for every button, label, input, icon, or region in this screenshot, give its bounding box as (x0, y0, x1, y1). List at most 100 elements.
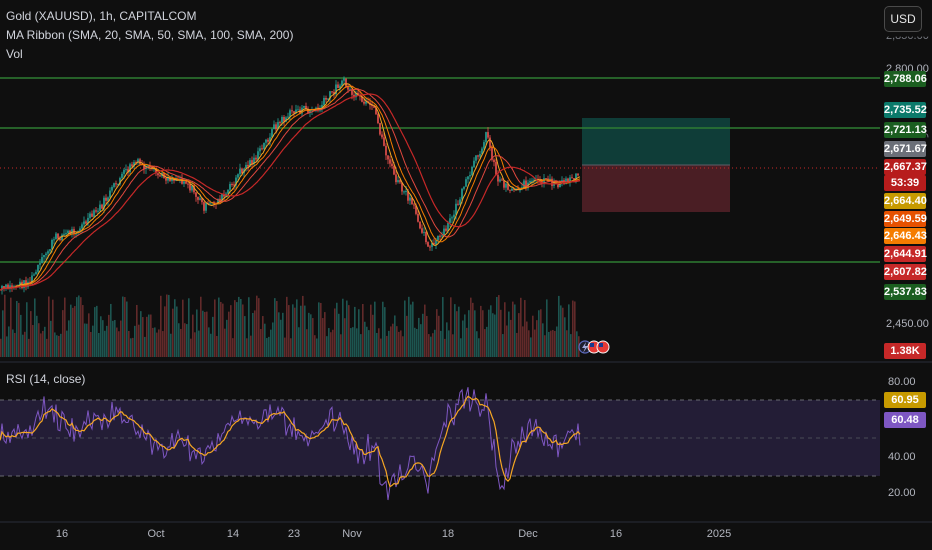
volume-bar (98, 332, 100, 357)
candle-body (475, 155, 477, 161)
candle-body (305, 105, 307, 109)
volume-bar (446, 322, 448, 357)
candle-body (99, 204, 101, 211)
candle-body (189, 184, 191, 191)
volume-bar (218, 297, 220, 357)
volume-bar (530, 337, 532, 357)
volume-bar (518, 313, 520, 357)
volume-bar (430, 336, 432, 357)
candle-body (397, 180, 399, 183)
candle-body (29, 281, 31, 284)
volume-bar (364, 321, 366, 357)
flag-canton (590, 343, 594, 347)
volume-bar (138, 324, 140, 357)
price-tag: 2,788.06 (884, 71, 927, 87)
volume-bar (396, 326, 398, 357)
volume-bar (36, 315, 38, 357)
volume-bar (170, 333, 172, 357)
volume-bar (452, 334, 454, 357)
volume-bar (414, 327, 416, 357)
volume-bar (174, 299, 176, 357)
volume-bar (136, 304, 138, 357)
candle-body (377, 114, 379, 124)
symbol-legend[interactable]: Gold (XAUUSD), 1h, CAPITALCOM (6, 9, 197, 23)
candle-body (323, 98, 325, 105)
volume-bar (300, 305, 302, 357)
volume-bar (94, 307, 96, 357)
time-axis-label: 16 (55, 528, 69, 540)
candle-body (447, 222, 449, 231)
volume-bar (412, 301, 414, 357)
volume-bar (564, 317, 566, 357)
volume-bar (456, 311, 458, 357)
volume-bar (192, 314, 194, 357)
rsi-ma-line (0, 395, 581, 488)
volume-bar (188, 298, 190, 357)
candle-body (97, 210, 99, 212)
candle-body (463, 186, 465, 189)
volume-bar (350, 328, 352, 357)
volume-bar (422, 313, 424, 357)
volume-bar (46, 338, 48, 357)
candle-body (223, 194, 225, 197)
candle-body (19, 281, 21, 286)
candle-body (239, 168, 241, 175)
volume-bar (334, 308, 336, 357)
volume-bar (472, 302, 474, 357)
candle-body (507, 183, 509, 190)
volume-bar (376, 332, 378, 357)
candle-body (191, 185, 193, 191)
event-icons (578, 340, 610, 354)
candle-body (561, 180, 563, 182)
candle-body (373, 106, 375, 108)
candle-body (183, 181, 185, 184)
candle-body (103, 197, 105, 209)
volume-bar (252, 313, 254, 357)
volume-bar (346, 300, 348, 357)
volume-legend[interactable]: Vol (6, 47, 23, 61)
candle-body (135, 162, 137, 164)
candle-body (101, 204, 103, 209)
candle-body (471, 166, 473, 175)
volume-bar (516, 332, 518, 357)
price-tag: 1.38K (884, 343, 926, 359)
volume-bar (118, 331, 120, 357)
volume-bar (164, 306, 166, 357)
volume-bar (210, 333, 212, 357)
volume-bar (296, 299, 298, 357)
rsi-legend[interactable]: RSI (14, close) (6, 372, 86, 386)
ma-ribbon-legend[interactable]: MA Ribbon (SMA, 20, SMA, 50, SMA, 100, S… (6, 28, 294, 42)
rsi-tag: 60.95 (884, 392, 926, 408)
candle-body (199, 198, 201, 200)
volume-bar (108, 314, 110, 357)
volume-bar (342, 298, 344, 357)
candle-body (7, 284, 9, 289)
volume-bar (106, 325, 108, 357)
candle-body (385, 145, 387, 156)
volume-bar (556, 326, 558, 357)
candle-body (515, 188, 517, 190)
candle-body (439, 235, 441, 237)
candle-body (267, 139, 269, 142)
candle-body (115, 183, 117, 185)
candle-body (335, 84, 337, 95)
candle-body (253, 157, 255, 165)
candle-body (209, 202, 211, 204)
volume-bar (468, 310, 470, 357)
volume-bar (488, 309, 490, 357)
volume-bar (22, 334, 24, 357)
candle-body (289, 110, 291, 117)
candle-body (277, 122, 279, 130)
candle-body (57, 233, 59, 239)
currency-button[interactable]: USD (884, 6, 922, 32)
volume-bar (418, 317, 420, 357)
candle-body (467, 176, 469, 180)
price-axis-tick: 2,450.00 (886, 318, 929, 330)
candle-body (59, 238, 61, 241)
volume-bar (480, 305, 482, 357)
candle-body (501, 179, 503, 181)
candle-body (123, 169, 125, 174)
volume-bar (254, 310, 256, 357)
